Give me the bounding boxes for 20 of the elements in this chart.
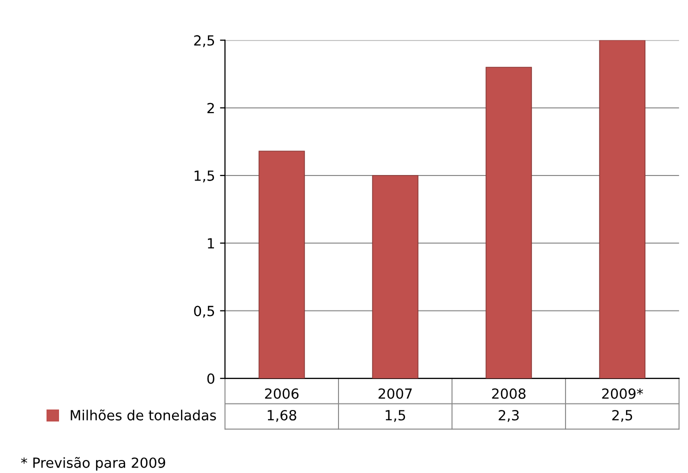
data-label: 2,3 [498,410,519,422]
text: * Previsão para 2009 [21,456,166,471]
x-tick-label: 2009* [602,388,644,399]
y-tick-label: 1,5 [194,170,214,182]
y-tick-label: 2,5 [194,35,214,48]
bar [486,66,532,378]
y-tick-label: 0,5 [194,306,214,318]
bar [599,40,646,378]
legend-label: Milhões de toneladas [70,409,216,420]
data-label: 2,5 [612,410,632,422]
data-label: 1,5 [386,410,406,422]
y-tick-label: 2 [207,102,214,114]
x-tick-label: 2007 [378,388,412,399]
y-tick-label: 1 [208,238,214,248]
bar [258,150,305,378]
data-label: 1,68 [268,410,296,422]
y-tick-label: 0 [207,373,214,384]
x-tick-label: 2006 [265,388,299,399]
bar [372,175,418,378]
x-tick-label: 2008 [492,388,526,399]
